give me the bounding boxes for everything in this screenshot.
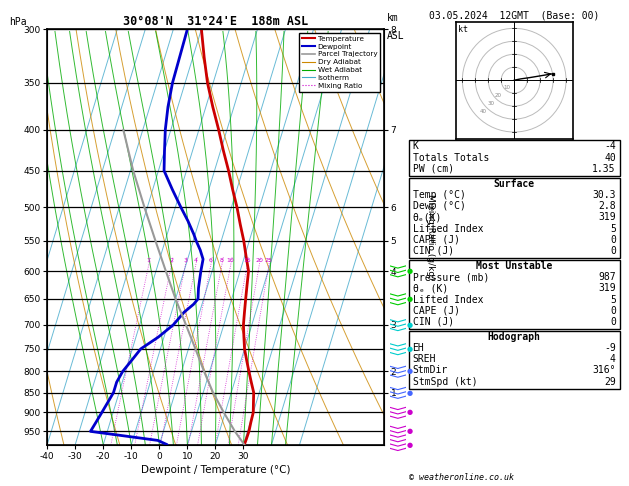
Text: 03.05.2024  12GMT  (Base: 00): 03.05.2024 12GMT (Base: 00) [429, 11, 599, 21]
Text: 319: 319 [598, 283, 616, 294]
Text: CIN (J): CIN (J) [413, 246, 454, 256]
Y-axis label: Mixing Ratio (g/kg): Mixing Ratio (g/kg) [426, 194, 435, 280]
Legend: Temperature, Dewpoint, Parcel Trajectory, Dry Adiabat, Wet Adiabat, Isotherm, Mi: Temperature, Dewpoint, Parcel Trajectory… [299, 33, 380, 92]
Text: -9: -9 [604, 343, 616, 353]
Text: CAPE (J): CAPE (J) [413, 235, 460, 245]
Text: ●: ● [407, 410, 413, 416]
Text: Most Unstable: Most Unstable [476, 261, 552, 271]
Text: Lifted Index: Lifted Index [413, 224, 483, 234]
Text: 40: 40 [479, 109, 487, 114]
Text: 316°: 316° [593, 365, 616, 376]
Text: PW (cm): PW (cm) [413, 164, 454, 174]
Text: 30.3: 30.3 [593, 190, 616, 200]
Text: © weatheronline.co.uk: © weatheronline.co.uk [409, 473, 514, 482]
Text: CAPE (J): CAPE (J) [413, 306, 460, 316]
Text: ●: ● [407, 322, 413, 328]
Text: 20: 20 [255, 259, 263, 263]
Text: ●: ● [407, 346, 413, 352]
Text: 8: 8 [220, 259, 224, 263]
Text: 30: 30 [487, 101, 494, 106]
Text: 15: 15 [243, 259, 251, 263]
Text: 3: 3 [184, 259, 187, 263]
Text: Surface: Surface [494, 179, 535, 189]
Text: 319: 319 [598, 212, 616, 223]
Text: K: K [413, 141, 418, 152]
Title: 30°08'N  31°24'E  188m ASL: 30°08'N 31°24'E 188m ASL [123, 15, 308, 28]
Text: 0: 0 [610, 235, 616, 245]
Text: -4: -4 [604, 141, 616, 152]
Text: Totals Totals: Totals Totals [413, 153, 489, 163]
Text: 40: 40 [604, 153, 616, 163]
Text: km: km [387, 13, 399, 23]
Text: 5: 5 [610, 224, 616, 234]
Text: ●: ● [407, 442, 413, 448]
Text: θₑ (K): θₑ (K) [413, 283, 448, 294]
Text: StmSpd (kt): StmSpd (kt) [413, 377, 477, 387]
Text: 29: 29 [604, 377, 616, 387]
Text: ASL: ASL [387, 31, 404, 41]
Text: 987: 987 [598, 272, 616, 282]
Text: Pressure (mb): Pressure (mb) [413, 272, 489, 282]
Text: Temp (°C): Temp (°C) [413, 190, 465, 200]
Text: 25: 25 [265, 259, 273, 263]
Text: 5: 5 [610, 295, 616, 305]
Text: CIN (J): CIN (J) [413, 317, 454, 327]
Text: EH: EH [413, 343, 425, 353]
Text: 6: 6 [209, 259, 213, 263]
Text: ●: ● [407, 368, 413, 374]
Text: 1: 1 [147, 259, 150, 263]
Text: 0: 0 [610, 317, 616, 327]
Text: Dewp (°C): Dewp (°C) [413, 201, 465, 211]
Text: 4: 4 [194, 259, 198, 263]
Text: StmDir: StmDir [413, 365, 448, 376]
Text: 10: 10 [503, 86, 510, 90]
Text: kt: kt [458, 25, 468, 35]
Text: ●: ● [407, 268, 413, 274]
Text: 0: 0 [610, 246, 616, 256]
Text: 2.8: 2.8 [598, 201, 616, 211]
Text: ●: ● [407, 390, 413, 396]
Text: 20: 20 [495, 93, 502, 98]
Text: Lifted Index: Lifted Index [413, 295, 483, 305]
Text: 10: 10 [227, 259, 235, 263]
Text: θₑ(K): θₑ(K) [413, 212, 442, 223]
Text: 1.35: 1.35 [593, 164, 616, 174]
Text: SREH: SREH [413, 354, 436, 364]
Text: Hodograph: Hodograph [487, 332, 541, 342]
Text: hPa: hPa [9, 17, 27, 27]
Text: 0: 0 [610, 306, 616, 316]
X-axis label: Dewpoint / Temperature (°C): Dewpoint / Temperature (°C) [141, 465, 290, 475]
Text: 4: 4 [610, 354, 616, 364]
Text: 2: 2 [169, 259, 174, 263]
Text: ●: ● [407, 296, 413, 302]
Text: ●: ● [407, 428, 413, 434]
